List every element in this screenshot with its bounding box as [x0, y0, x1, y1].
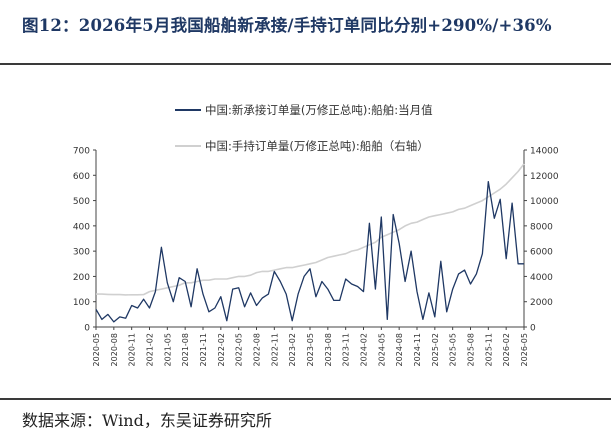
chart: 中国:新承接订单量(万修正总吨):船舶:当月值 中国:手持订单量(万修正总吨):… [73, 103, 559, 367]
x-tick-label: 2020-08 [110, 333, 119, 366]
y-left-tick-label: 400 [73, 222, 90, 232]
top-divider [0, 63, 611, 65]
chart-title: 图12：2026年5月我国船舶新承接/手持订单同比分别+290%/+36% [22, 16, 552, 35]
x-tick-label: 2024-11 [413, 333, 422, 366]
x-tick-label: 2023-05 [306, 333, 315, 366]
x-tick-label: 2025-05 [449, 333, 458, 366]
y-left-tick-label: 700 [73, 147, 90, 157]
x-tick-label: 2026-02 [502, 333, 511, 366]
bottom-divider [0, 398, 611, 400]
x-tick-label: 2026-05 [520, 333, 529, 366]
y-right-tick-label: 14000 [530, 147, 559, 157]
y-right-tick-label: 4000 [530, 273, 553, 283]
y-left-tick-label: 500 [73, 197, 90, 207]
x-tick-label: 2023-02 [288, 333, 297, 366]
legend-label-new-orders: 中国:新承接订单量(万修正总吨):船舶:当月值 [205, 103, 433, 117]
source-note: 数据来源：Wind，东吴证券研究所 [22, 411, 272, 430]
x-tick-label: 2023-11 [342, 333, 351, 366]
y-left-tick-label: 300 [73, 248, 90, 258]
x-tick-label: 2020-11 [128, 333, 137, 366]
x-tick-label: 2024-08 [395, 333, 404, 366]
y-right-tick-label: 12000 [530, 172, 559, 182]
x-tick-label: 2025-02 [431, 333, 440, 366]
x-tick-label: 2023-08 [324, 333, 333, 366]
y-right-tick-label: 8000 [530, 222, 553, 232]
y-right-tick-label: 2000 [530, 298, 553, 308]
x-tick-label: 2022-11 [270, 333, 279, 366]
y-right-tick-label: 0 [530, 324, 536, 334]
x-tick-label: 2022-05 [235, 333, 244, 366]
legend-label-backlog: 中国:手持订单量(万修正总吨):船舶（右轴） [205, 139, 429, 153]
x-tick-label: 2021-05 [163, 333, 172, 366]
series-line-new-orders [95, 180, 524, 323]
x-tick-label: 2024-02 [360, 333, 369, 366]
x-tick-label: 2024-05 [377, 333, 386, 366]
x-tick-label: 2021-02 [146, 333, 155, 366]
y-left-tick-label: 100 [73, 298, 90, 308]
x-tick-label: 2025-08 [467, 333, 476, 366]
x-tick-label: 2022-02 [217, 333, 226, 366]
series-line-backlog [96, 163, 525, 296]
legend: 中国:新承接订单量(万修正总吨):船舶:当月值 中国:手持订单量(万修正总吨):… [175, 103, 433, 153]
series-group [95, 163, 525, 323]
y-right-tick-label: 6000 [530, 248, 553, 258]
y-right-tick-label: 10000 [530, 197, 559, 207]
x-tick-label: 2020-05 [92, 333, 101, 366]
x-tick-label: 2022-08 [253, 333, 262, 366]
x-tick-label: 2025-11 [484, 333, 493, 366]
y-left-tick-label: 0 [84, 324, 90, 334]
axes: 0 100 200 300 400 500 600 700 0 2000 4000 6000 8000 1… [73, 147, 559, 367]
y-left-tick-label: 200 [73, 273, 90, 283]
x-tick-label: 2021-08 [181, 333, 190, 366]
x-tick-label: 2021-11 [199, 333, 208, 366]
y-left-tick-label: 600 [73, 172, 90, 182]
